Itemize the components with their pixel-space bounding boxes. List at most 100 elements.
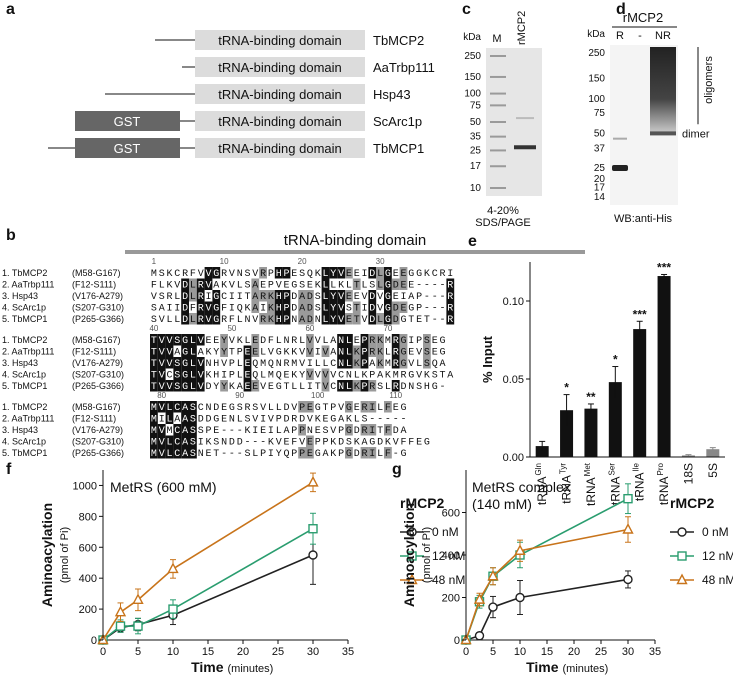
y-tick-label: 600 — [442, 508, 460, 520]
residue: S — [416, 382, 422, 393]
residue-shade — [165, 357, 174, 369]
residue-shade — [196, 278, 205, 290]
residue: G — [182, 359, 188, 370]
residue-shade — [150, 334, 158, 346]
residue: D — [307, 315, 313, 326]
residue-shade — [306, 313, 314, 325]
residue: - — [440, 281, 446, 292]
residue: R — [369, 336, 375, 347]
residue: G — [408, 371, 414, 382]
residue: Y — [221, 336, 227, 347]
gel-caption: 4-20% — [487, 205, 519, 217]
residue: T — [284, 382, 290, 393]
residue-shade — [181, 313, 189, 325]
residue: R — [291, 336, 297, 347]
domain-box — [195, 30, 365, 50]
residue: S — [245, 449, 251, 460]
residue: G — [440, 336, 446, 347]
residue: S — [424, 336, 430, 347]
residue: Q — [252, 371, 258, 382]
residue-shade — [368, 401, 377, 413]
residue-shade — [212, 313, 221, 325]
panel-label: b — [6, 227, 16, 244]
x-tick-label: 20 — [237, 646, 249, 658]
residue: A — [377, 371, 383, 382]
residue: V — [159, 315, 165, 326]
residue: S — [174, 371, 180, 382]
x-tick-label: 0 — [100, 646, 106, 658]
gel-annotation: dimer — [682, 128, 710, 140]
data-point — [487, 569, 499, 581]
residue: S — [245, 269, 251, 280]
residue: L — [190, 281, 196, 292]
x-tick-sup: Pro — [656, 462, 665, 475]
residue: P — [276, 415, 282, 426]
residue-shade — [189, 368, 197, 380]
legend-marker — [677, 551, 687, 561]
residue-shade — [165, 380, 174, 392]
residue-shade — [181, 380, 189, 392]
residue: V — [408, 359, 414, 370]
x-tick-label: 10 — [167, 646, 179, 658]
residue-shade — [173, 357, 182, 369]
residue-shade — [220, 380, 228, 392]
residue-shade — [196, 368, 205, 380]
residue: P — [284, 269, 290, 280]
residue-shade — [337, 313, 345, 325]
residue-shade — [399, 357, 408, 369]
residue-shade — [399, 334, 408, 346]
residue: T — [354, 315, 360, 326]
residue: A — [362, 438, 368, 449]
residue: D — [369, 304, 375, 315]
residue-shade — [196, 334, 205, 346]
residue: A — [369, 359, 375, 370]
residue: P — [315, 438, 321, 449]
residue: P — [299, 426, 305, 437]
legend-marker — [406, 573, 418, 585]
residue: I — [362, 304, 368, 315]
residue: V — [167, 348, 173, 359]
residue-shade — [243, 357, 252, 369]
x-tick-label: tRNA — [633, 472, 647, 501]
residue: L — [237, 281, 243, 292]
residue: A — [182, 449, 188, 460]
seq-range: (S207-G310) — [72, 303, 124, 313]
marker-label: 25 — [470, 145, 482, 156]
residue-shade — [391, 380, 400, 392]
residue: A — [252, 292, 258, 303]
residue: A — [213, 281, 219, 292]
residue: T — [323, 403, 329, 414]
residue-shade — [376, 357, 384, 369]
residue-shade — [368, 334, 377, 346]
significance: ** — [586, 390, 596, 404]
residue: G — [330, 415, 336, 426]
residue: S — [424, 359, 430, 370]
residue: P — [284, 304, 290, 315]
residue: G — [416, 269, 422, 280]
residue: R — [245, 403, 251, 414]
y-tick-label: 600 — [79, 542, 97, 554]
residue-shade — [384, 424, 392, 436]
residue: F — [401, 438, 407, 449]
residue: L — [315, 359, 321, 370]
residue-shade — [345, 313, 353, 325]
residue-shade — [360, 447, 369, 459]
residue-shade — [165, 412, 174, 424]
residue: K — [284, 348, 290, 359]
residue-shade — [352, 345, 361, 357]
panel-label: g — [392, 461, 402, 478]
tag-box — [75, 111, 180, 131]
residue: A — [330, 336, 336, 347]
residue: V — [206, 304, 212, 315]
residue-shade — [157, 334, 166, 346]
residue: V — [206, 269, 212, 280]
seq-name: 5. TbMCP1 — [2, 448, 47, 458]
residue: - — [424, 292, 430, 303]
residue: V — [299, 438, 305, 449]
residue: G — [385, 292, 391, 303]
residue-shade — [391, 313, 400, 325]
residue: E — [260, 281, 266, 292]
residue: V — [362, 315, 368, 326]
